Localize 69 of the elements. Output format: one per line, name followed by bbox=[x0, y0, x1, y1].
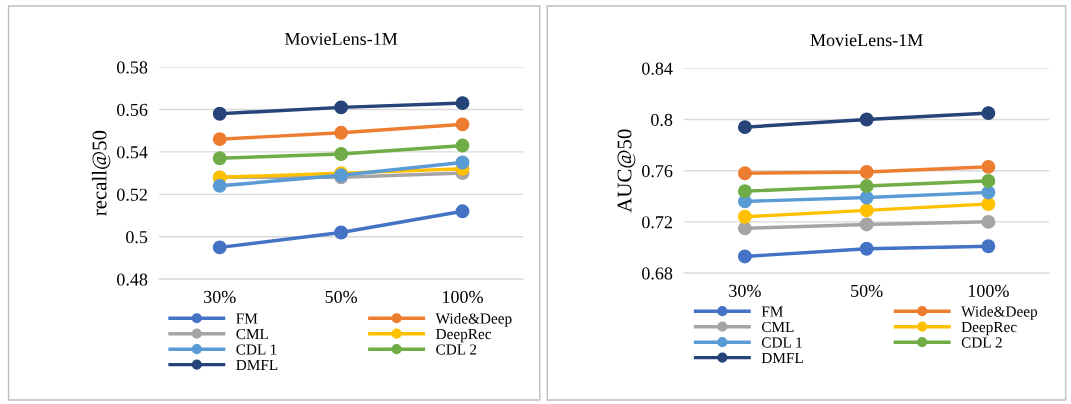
point bbox=[859, 203, 874, 218]
y-tick-label: 0.76 bbox=[642, 164, 673, 178]
legend-label: DeepRec bbox=[436, 329, 492, 343]
point bbox=[737, 209, 752, 224]
point bbox=[981, 185, 996, 200]
point bbox=[737, 166, 752, 181]
point bbox=[334, 147, 349, 161]
legend-label: Wide&Deep bbox=[961, 305, 1038, 320]
y-tick-label: 0.48 bbox=[117, 273, 148, 286]
point bbox=[212, 132, 227, 147]
y-tick-label: 0.8 bbox=[651, 113, 673, 126]
point bbox=[212, 106, 227, 121]
point bbox=[981, 173, 996, 188]
point bbox=[212, 151, 227, 166]
point bbox=[981, 106, 996, 121]
chart-title: MovieLens-1M bbox=[810, 34, 923, 47]
y-tick-label: 0.68 bbox=[642, 267, 673, 280]
x-tick-label: 50% bbox=[325, 290, 358, 304]
point bbox=[981, 214, 996, 229]
point bbox=[334, 125, 349, 140]
point bbox=[737, 249, 752, 264]
legend-label: CML bbox=[761, 321, 794, 333]
y-tick-label: 0.84 bbox=[642, 62, 673, 75]
point bbox=[455, 138, 470, 153]
point bbox=[737, 221, 752, 236]
point bbox=[981, 197, 996, 211]
point bbox=[859, 179, 874, 193]
y-tick-label: 0.52 bbox=[117, 188, 147, 201]
point bbox=[737, 120, 752, 135]
y-tick-label: 0.56 bbox=[117, 103, 148, 117]
point bbox=[455, 204, 470, 219]
point bbox=[859, 190, 874, 205]
y-axis-title: recall@50 bbox=[91, 130, 111, 216]
y-axis-title: AUC@50 bbox=[617, 129, 636, 213]
y-tick-label: 0.54 bbox=[117, 146, 148, 159]
legend-label: CDL 1 bbox=[236, 344, 277, 355]
y-tick-label: 0.58 bbox=[117, 61, 148, 74]
x-tick-label: 50% bbox=[851, 284, 883, 297]
point bbox=[981, 239, 996, 254]
point bbox=[455, 117, 470, 132]
x-tick-label: 30% bbox=[204, 290, 236, 304]
y-tick-label: 0.72 bbox=[642, 216, 672, 229]
legend-label: DeepRec bbox=[961, 322, 1017, 336]
legend-label: CDL 2 bbox=[961, 337, 1002, 348]
point bbox=[859, 217, 874, 232]
legend-label: CML bbox=[236, 328, 268, 340]
legend-label: Wide&Deep bbox=[435, 312, 512, 327]
point bbox=[334, 225, 349, 240]
legend-label: FM bbox=[761, 306, 783, 317]
legend-label: CDL 2 bbox=[436, 344, 477, 355]
x-tick-label: 100% bbox=[443, 290, 483, 304]
chart-title: MovieLens-1M bbox=[284, 32, 398, 46]
y-tick-label: 0.5 bbox=[126, 231, 148, 244]
legend-label: FM bbox=[236, 313, 258, 324]
point bbox=[455, 155, 470, 170]
x-tick-label: 100% bbox=[968, 284, 1009, 297]
point bbox=[981, 159, 996, 174]
point bbox=[455, 96, 470, 111]
point bbox=[212, 178, 227, 193]
x-tick-label: 30% bbox=[729, 284, 761, 297]
point bbox=[859, 112, 874, 127]
point bbox=[334, 100, 349, 115]
legend-label: DMFL bbox=[761, 352, 803, 363]
legend-label: CDL 1 bbox=[761, 337, 802, 348]
legend-label: DMFL bbox=[236, 359, 278, 370]
point bbox=[212, 240, 227, 255]
point bbox=[737, 184, 752, 199]
point bbox=[859, 241, 874, 256]
point bbox=[859, 165, 874, 179]
